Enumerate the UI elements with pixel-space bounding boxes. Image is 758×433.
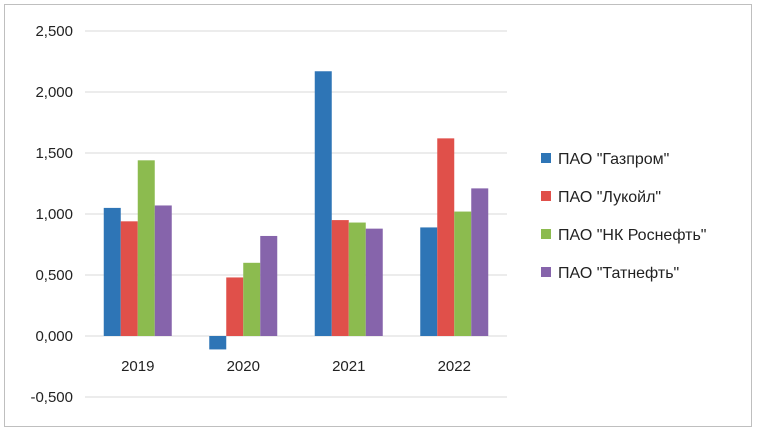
bar: [103, 207, 121, 336]
y-tick-label: 2,500: [35, 23, 73, 40]
bar: [331, 220, 349, 336]
bar: [209, 336, 227, 350]
bar: [348, 222, 366, 336]
y-tick-label: 1,500: [35, 145, 73, 162]
legend-label: ПАО "Газпром": [558, 151, 669, 168]
bar: [137, 160, 155, 336]
bar: [243, 262, 261, 336]
bar: [260, 235, 278, 336]
legend-label: ПАО "НК Роснефть": [558, 227, 706, 244]
bar: [120, 221, 138, 336]
x-tick-label: 2021: [332, 358, 365, 375]
y-tick-label: 0,500: [35, 267, 73, 284]
x-tick-label: 2019: [121, 358, 154, 375]
x-tick-label: 2022: [438, 358, 471, 375]
legend-swatch: [541, 153, 551, 163]
bar: [226, 277, 244, 336]
y-tick-label: 0,000: [35, 328, 73, 345]
bar: [471, 188, 489, 336]
bar: [437, 138, 455, 336]
chart-frame: [4, 4, 752, 427]
x-tick-label: 2020: [227, 358, 260, 375]
y-tick-label: 2,000: [35, 84, 73, 101]
legend-swatch: [541, 267, 551, 277]
bar: [154, 205, 172, 336]
y-tick-label: -0,500: [30, 389, 73, 406]
y-tick-label: 1,000: [35, 206, 73, 223]
legend-label: ПАО "Татнефть": [558, 265, 679, 282]
legend-swatch: [541, 191, 551, 201]
legend-label: ПАО "Лукойл": [558, 189, 661, 206]
bar: [454, 211, 472, 336]
bar: [365, 228, 383, 336]
bar: [314, 71, 332, 336]
legend-swatch: [541, 229, 551, 239]
bar: [420, 227, 438, 336]
